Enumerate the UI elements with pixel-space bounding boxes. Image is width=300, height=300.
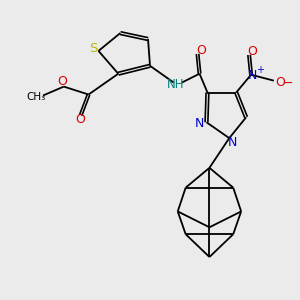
Text: S: S xyxy=(89,42,98,56)
Text: CH₃: CH₃ xyxy=(26,92,46,103)
Text: N: N xyxy=(227,136,237,148)
Text: O: O xyxy=(275,76,285,89)
Text: O: O xyxy=(76,113,85,126)
Text: −: − xyxy=(283,77,293,90)
Text: N: N xyxy=(248,69,257,82)
Text: O: O xyxy=(57,75,67,88)
Text: O: O xyxy=(196,44,206,57)
Text: NH: NH xyxy=(167,78,184,91)
Text: N: N xyxy=(195,117,204,130)
Text: +: + xyxy=(256,65,264,75)
Text: O: O xyxy=(247,45,257,58)
